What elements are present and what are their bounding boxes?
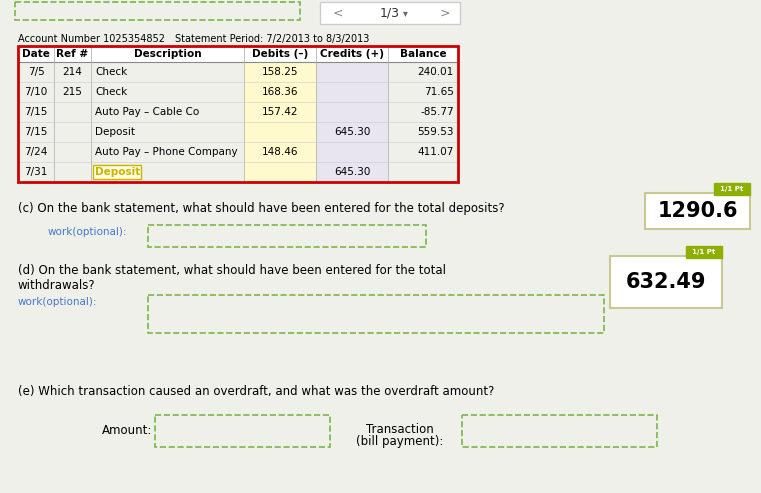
Text: 158.25: 158.25 <box>262 67 298 77</box>
Bar <box>610 256 722 308</box>
Text: work(optional):: work(optional): <box>48 227 128 237</box>
Bar <box>93 165 141 179</box>
Text: 645.30: 645.30 <box>334 167 370 177</box>
Text: 7/5: 7/5 <box>27 67 44 77</box>
Text: (e) Which transaction caused an overdraft, and what was the overdraft amount?: (e) Which transaction caused an overdraf… <box>18 385 495 398</box>
Bar <box>462 415 657 447</box>
Text: Amount:: Amount: <box>102 423 152 436</box>
Text: 215: 215 <box>62 87 82 97</box>
Text: withdrawals?: withdrawals? <box>18 279 96 292</box>
Text: Date: Date <box>22 49 50 59</box>
Bar <box>148 295 604 333</box>
Text: >: > <box>440 6 451 20</box>
Text: Debits (–): Debits (–) <box>252 49 308 59</box>
Text: 214: 214 <box>62 67 82 77</box>
Bar <box>148 225 426 247</box>
Text: 168.36: 168.36 <box>262 87 298 97</box>
Text: 1/3: 1/3 <box>380 6 400 20</box>
Text: 7/24: 7/24 <box>24 147 48 157</box>
Bar <box>244 122 316 142</box>
Text: Check: Check <box>95 87 127 97</box>
Text: 7/10: 7/10 <box>24 87 48 97</box>
Text: Transaction: Transaction <box>366 423 434 436</box>
Bar <box>244 102 316 122</box>
Bar <box>244 62 316 82</box>
Text: 157.42: 157.42 <box>262 107 298 117</box>
Text: Account Number 1025354852: Account Number 1025354852 <box>18 34 165 44</box>
Text: Auto Pay – Cable Co: Auto Pay – Cable Co <box>95 107 199 117</box>
Bar <box>18 46 458 182</box>
Text: Credits (+): Credits (+) <box>320 49 384 59</box>
Bar <box>18 46 458 62</box>
Text: (c) On the bank statement, what should have been entered for the total deposits?: (c) On the bank statement, what should h… <box>18 202 505 215</box>
Bar <box>645 193 750 229</box>
Bar <box>155 415 330 447</box>
Text: 632.49: 632.49 <box>626 272 706 292</box>
Text: Deposit: Deposit <box>95 167 140 177</box>
Text: 71.65: 71.65 <box>424 87 454 97</box>
Text: (d) On the bank statement, what should have been entered for the total: (d) On the bank statement, what should h… <box>18 264 446 277</box>
Bar <box>714 183 750 195</box>
Bar <box>316 162 388 182</box>
Text: Description: Description <box>134 49 202 59</box>
Text: 411.07: 411.07 <box>418 147 454 157</box>
Bar <box>316 62 388 82</box>
Bar <box>244 142 316 162</box>
Bar <box>320 2 460 24</box>
Text: 7/15: 7/15 <box>24 107 48 117</box>
Text: Deposit: Deposit <box>95 127 135 137</box>
Text: 1/1 Pt: 1/1 Pt <box>721 186 743 192</box>
Text: 645.30: 645.30 <box>334 127 370 137</box>
Text: Check: Check <box>95 67 127 77</box>
Bar <box>316 82 388 102</box>
Text: Auto Pay – Phone Company: Auto Pay – Phone Company <box>95 147 237 157</box>
Bar <box>316 122 388 142</box>
Bar <box>316 142 388 162</box>
Text: 7/31: 7/31 <box>24 167 48 177</box>
Text: -85.77: -85.77 <box>420 107 454 117</box>
Text: 240.01: 240.01 <box>418 67 454 77</box>
Bar <box>316 102 388 122</box>
Bar <box>244 162 316 182</box>
Text: 7/15: 7/15 <box>24 127 48 137</box>
Bar <box>15 2 300 20</box>
Text: work(optional):: work(optional): <box>18 297 97 307</box>
Text: <: < <box>333 6 343 20</box>
Text: Statement Period: 7/2/2013 to 8/3/2013: Statement Period: 7/2/2013 to 8/3/2013 <box>175 34 369 44</box>
Text: ▾: ▾ <box>403 8 407 18</box>
Text: Ref #: Ref # <box>56 49 88 59</box>
Text: 1/1 Pt: 1/1 Pt <box>693 249 715 255</box>
Text: (bill payment):: (bill payment): <box>356 435 444 448</box>
Text: Balance: Balance <box>400 49 446 59</box>
Text: 148.46: 148.46 <box>262 147 298 157</box>
Bar <box>244 82 316 102</box>
Text: 559.53: 559.53 <box>418 127 454 137</box>
Bar <box>686 246 722 258</box>
Text: 1290.6: 1290.6 <box>658 201 737 221</box>
